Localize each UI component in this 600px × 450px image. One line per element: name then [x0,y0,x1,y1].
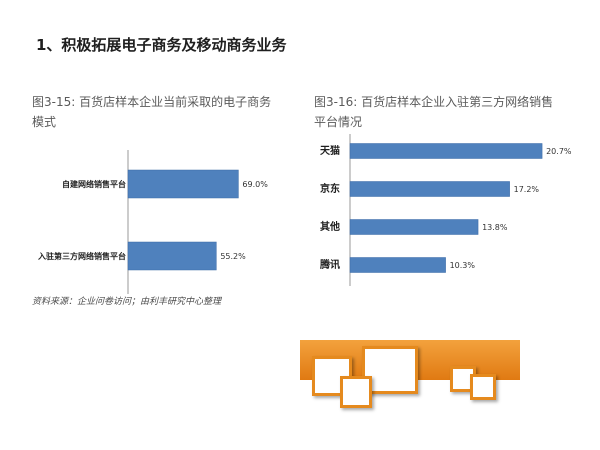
chart2-caption-line2: 平台情况 [314,115,363,129]
chart2-bar-1 [349,143,543,159]
ecommerce-mode-bar-chart: 自建网络销售平台 69.0% 入驻第三方网络销售平台 55.2% [37,150,268,294]
chart2-category-label-1: 天猫 [320,144,340,157]
chart2-bar-3 [349,219,479,235]
chart2-value-label-2: 17.2% [514,185,540,194]
chart2-caption: 图3-16: 百货店样本企业入驻第三方网络销售 平台情况 [314,92,584,132]
decorative-frame-right-2 [470,374,496,400]
chart2-bar-2 [349,181,510,197]
chart1-bar-1 [127,169,239,199]
chart2-category-label-4: 腾讯 [319,258,340,271]
chart1-category-label-2: 入驻第三方网络销售平台 [37,251,126,261]
slide-title: 1、积极拓展电子商务及移动商务业务 [36,36,287,54]
chart2-value-label-4: 10.3% [450,261,476,270]
chart1-caption: 图3-15: 百货店样本企业当前采取的电子商务 模式 [32,92,292,132]
chart1-bar-2 [127,241,217,271]
decorative-frame-small-front [340,376,372,408]
chart1-value-label-1: 69.0% [242,180,268,189]
decorative-frames-graphic [300,340,540,430]
chart1-caption-line2: 模式 [32,115,57,129]
source-note: 资料来源：企业问卷访问；由利丰研究中心整理 [32,297,222,307]
chart2-category-label-3: 其他 [320,220,340,233]
third-party-platform-bar-chart: 天猫 20.7% 京东 17.2% 其他 13.8% 腾讯 10.3% [319,134,572,286]
chart2-value-label-1: 20.7% [546,147,572,156]
chart2-bar-4 [349,257,446,273]
chart1-value-label-2: 55.2% [220,252,246,261]
chart1-caption-line1: 图3-15: 百货店样本企业当前采取的电子商务 [32,95,272,109]
chart2-category-label-2: 京东 [320,182,340,195]
chart1-category-label-1: 自建网络销售平台 [62,179,126,189]
chart2-value-label-3: 13.8% [482,223,508,232]
chart2-caption-line1: 图3-16: 百货店样本企业入驻第三方网络销售 [314,95,554,109]
